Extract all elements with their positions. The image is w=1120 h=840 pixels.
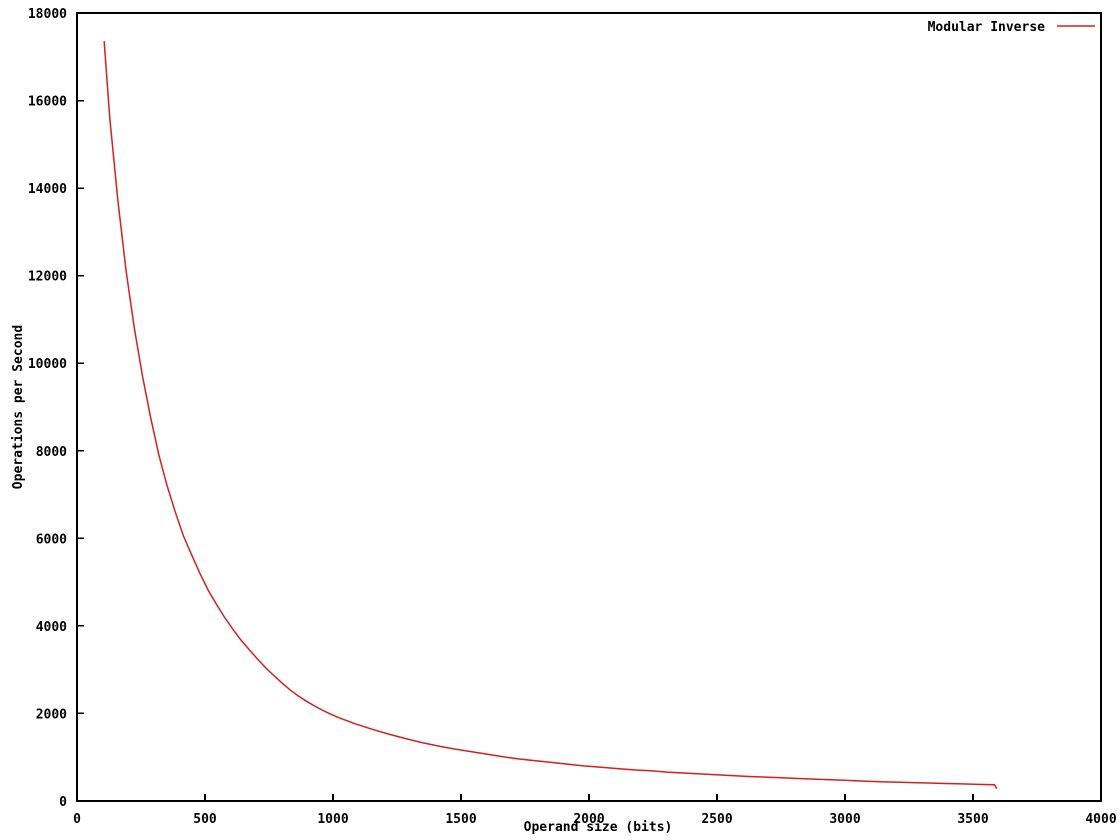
x-tick-label: 1000 bbox=[317, 812, 348, 827]
chart-legend: Modular Inverse bbox=[928, 20, 1095, 35]
y-axis-title: Operations per Second bbox=[11, 325, 26, 489]
x-tick-label: 1500 bbox=[445, 812, 476, 827]
series-line-0 bbox=[103, 40, 998, 790]
y-axis-ticks: 0 2000 4000 6000 8000 10000 12000 14000 16000 180… bbox=[28, 7, 84, 810]
x-tick-label: 2000 bbox=[573, 812, 604, 827]
x-tick-label: 3000 bbox=[829, 812, 860, 827]
y-tick-label: 10000 bbox=[28, 357, 67, 372]
x-axis-title: Operand size (bits) bbox=[524, 820, 673, 835]
x-tick-label: 2500 bbox=[701, 812, 732, 827]
y-tick-label: 18000 bbox=[28, 7, 67, 22]
y-tick-label: 16000 bbox=[28, 95, 67, 110]
x-tick-label: 0 bbox=[73, 812, 81, 827]
x-tick-label: 500 bbox=[193, 812, 217, 827]
plot-border bbox=[76, 12, 1102, 802]
x-tick-label: 4000 bbox=[1085, 812, 1116, 827]
y-tick-label: 6000 bbox=[36, 532, 67, 547]
y-tick-label: 0 bbox=[59, 795, 67, 810]
plot-frame bbox=[76, 12, 1102, 802]
y-tick-label: 12000 bbox=[28, 270, 67, 285]
y-tick-label: 14000 bbox=[28, 182, 67, 197]
y-tick-label: 8000 bbox=[36, 445, 67, 460]
y-tick-label: 2000 bbox=[36, 707, 67, 722]
x-axis-ticks: 0 500 1000 1500 2000 2500 3000 3500 4000 bbox=[73, 794, 1117, 827]
data-series-group bbox=[103, 40, 998, 790]
y-tick-label: 4000 bbox=[36, 620, 67, 635]
legend-entry-label: Modular Inverse bbox=[928, 20, 1046, 35]
x-tick-label: 3500 bbox=[957, 812, 988, 827]
